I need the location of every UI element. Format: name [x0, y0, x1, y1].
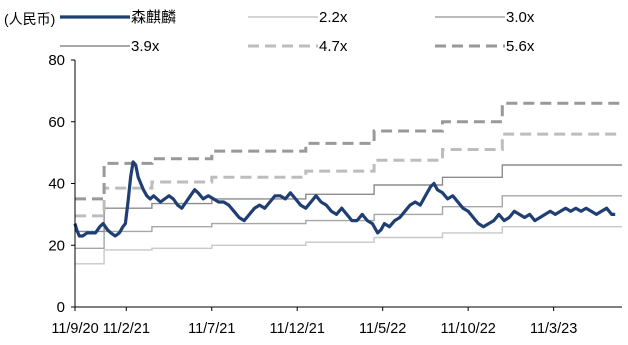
- y-tick-label: 80: [48, 52, 65, 69]
- x-tick-label: 11/7/21: [188, 321, 235, 337]
- y-tick-label: 20: [48, 237, 65, 254]
- legend-label-3-0x: 3.0x: [506, 9, 535, 26]
- band-line-3-0x: [75, 195, 622, 249]
- price-series: [73, 160, 616, 238]
- unit-label: (人民币): [4, 11, 55, 27]
- legend-label-4-7x: 4.7x: [319, 38, 348, 55]
- legend: 森麒麟 2.2x 3.0x 3.9x 4.7x 5.6x: [60, 9, 535, 55]
- legend-label-3-9x: 3.9x: [131, 38, 160, 55]
- y-tick-label: 60: [48, 114, 65, 131]
- x-tick-label: 11/12/21: [270, 321, 325, 337]
- band-line-4-7x: [75, 132, 622, 218]
- band-lines: [75, 101, 622, 265]
- price-line: [73, 160, 616, 238]
- y-tick-label: 40: [48, 176, 65, 193]
- legend-label-2-2x: 2.2x: [319, 9, 348, 26]
- legend-label-series-0: 森麒麟: [131, 9, 176, 26]
- x-tick-label: 11/10/22: [440, 321, 495, 337]
- band-line-5-6x: [75, 101, 622, 201]
- y-tick-label: 0: [57, 299, 65, 316]
- x-tick-label: 11/3/23: [530, 321, 577, 337]
- band-line-2-2x: [75, 226, 622, 265]
- axes: 0 20 40 60 80 11/9/20 11/2/21 11/7/21 11/12/21 11…: [48, 52, 622, 337]
- x-tick-label: 11/5/22: [359, 321, 406, 337]
- legend-label-5-6x: 5.6x: [506, 38, 535, 55]
- x-tick-label: 11/2/21: [103, 321, 150, 337]
- x-tick-label: 11/9/20: [51, 321, 98, 337]
